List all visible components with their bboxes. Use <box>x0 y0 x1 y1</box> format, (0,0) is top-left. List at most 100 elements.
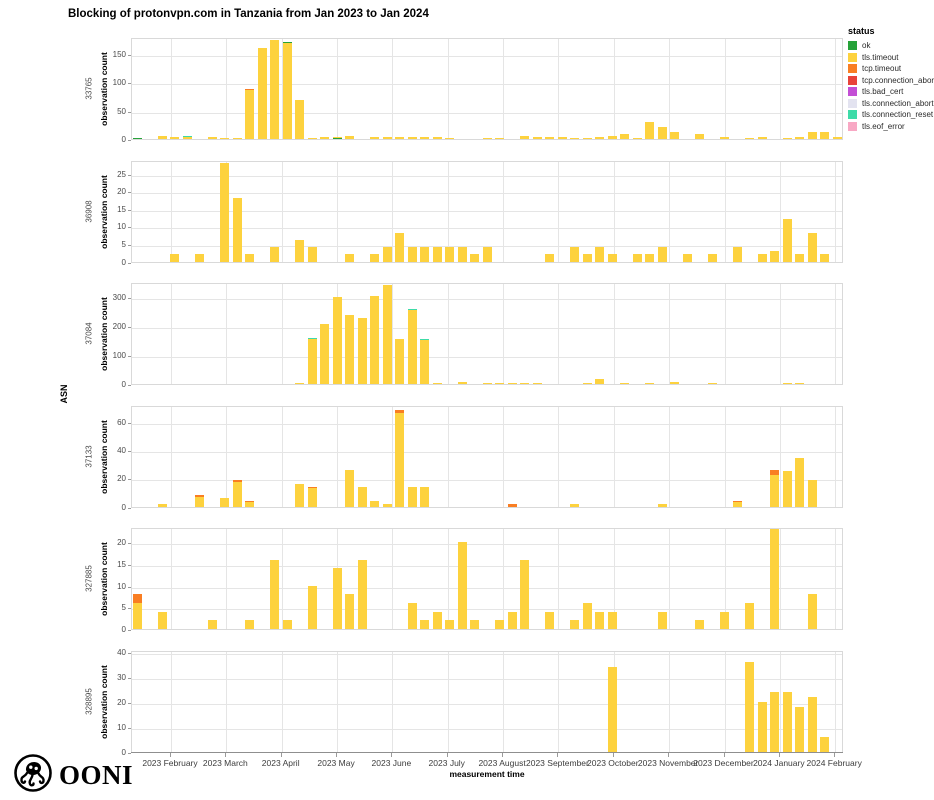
bar-segment[interactable] <box>307 488 317 507</box>
bar-segment[interactable] <box>457 247 467 262</box>
bar-segment[interactable] <box>657 126 667 139</box>
bar-segment[interactable] <box>570 620 579 629</box>
bar-segment[interactable] <box>332 136 342 138</box>
bar-segment[interactable] <box>332 568 342 629</box>
bar-segment[interactable] <box>245 88 254 90</box>
bar-segment[interactable] <box>582 254 592 262</box>
bar-segment[interactable] <box>532 136 542 139</box>
bar-segment[interactable] <box>307 585 317 629</box>
bar-segment[interactable] <box>595 137 604 139</box>
bar-segment[interactable] <box>732 247 742 262</box>
bar-segment[interactable] <box>670 132 679 139</box>
bar-segment[interactable] <box>782 382 792 384</box>
bar-segment[interactable] <box>307 337 317 339</box>
bar-segment[interactable] <box>507 382 517 384</box>
bar-segment[interactable] <box>832 136 842 139</box>
bar-segment[interactable] <box>370 296 379 384</box>
bar-segment[interactable] <box>757 701 767 752</box>
bar-segment[interactable] <box>382 136 392 139</box>
bar-segment[interactable] <box>695 620 704 629</box>
bar-segment[interactable] <box>820 254 829 262</box>
bar-segment[interactable] <box>720 136 729 139</box>
bar-segment[interactable] <box>382 284 392 384</box>
bar-segment[interactable] <box>707 254 717 262</box>
bar-segment[interactable] <box>645 383 654 384</box>
bar-segment[interactable] <box>745 137 754 139</box>
bar-segment[interactable] <box>745 661 754 752</box>
bar-segment[interactable] <box>670 382 679 384</box>
bar-segment[interactable] <box>407 486 417 507</box>
bar-segment[interactable] <box>495 137 504 139</box>
bar-segment[interactable] <box>257 48 267 139</box>
bar-segment[interactable] <box>607 666 617 752</box>
bar-segment[interactable] <box>407 310 417 384</box>
bar-segment[interactable] <box>545 611 554 629</box>
bar-segment[interactable] <box>607 136 617 139</box>
bar-segment[interactable] <box>807 696 817 752</box>
bar-segment[interactable] <box>820 131 829 139</box>
bar-segment[interactable] <box>295 100 304 139</box>
bar-segment[interactable] <box>245 502 254 507</box>
bar-segment[interactable] <box>557 137 567 139</box>
bar-segment[interactable] <box>445 247 454 262</box>
bar-segment[interactable] <box>782 219 792 262</box>
bar-segment[interactable] <box>170 136 179 139</box>
bar-segment[interactable] <box>770 529 779 629</box>
bar-segment[interactable] <box>270 39 279 139</box>
bar-segment[interactable] <box>632 137 642 139</box>
bar-segment[interactable] <box>170 254 179 262</box>
bar-segment[interactable] <box>770 469 779 476</box>
bar-segment[interactable] <box>470 254 479 262</box>
bar-segment[interactable] <box>282 42 292 139</box>
bar-segment[interactable] <box>307 486 317 489</box>
bar-segment[interactable] <box>582 137 592 139</box>
bar-segment[interactable] <box>382 247 392 262</box>
bar-segment[interactable] <box>157 503 167 507</box>
bar-segment[interactable] <box>420 136 429 139</box>
bar-segment[interactable] <box>420 486 429 507</box>
bar-segment[interactable] <box>495 382 504 384</box>
bar-segment[interactable] <box>132 602 142 629</box>
bar-segment[interactable] <box>657 611 667 629</box>
bar-segment[interactable] <box>270 559 279 629</box>
bar-segment[interactable] <box>332 296 342 384</box>
bar-segment[interactable] <box>282 620 292 629</box>
bar-segment[interactable] <box>520 382 529 384</box>
bar-segment[interactable] <box>657 247 667 262</box>
bar-segment[interactable] <box>207 620 217 629</box>
bar-segment[interactable] <box>582 382 592 384</box>
bar-segment[interactable] <box>157 611 167 629</box>
bar-segment[interactable] <box>132 594 142 603</box>
bar-segment[interactable] <box>420 620 429 629</box>
bar-segment[interactable] <box>357 559 367 629</box>
bar-segment[interactable] <box>382 503 392 507</box>
bar-segment[interactable] <box>682 254 692 262</box>
bar-segment[interactable] <box>357 486 367 507</box>
bar-segment[interactable] <box>295 240 304 262</box>
bar-segment[interactable] <box>232 482 242 507</box>
bar-segment[interactable] <box>595 378 604 384</box>
bar-segment[interactable] <box>420 339 429 384</box>
bar-segment[interactable] <box>395 410 404 413</box>
bar-segment[interactable] <box>420 338 429 340</box>
bar-segment[interactable] <box>195 495 204 497</box>
bar-segment[interactable] <box>795 383 804 384</box>
bar-segment[interactable] <box>357 317 367 384</box>
bar-segment[interactable] <box>757 254 767 262</box>
bar-segment[interactable] <box>545 254 554 262</box>
bar-segment[interactable] <box>482 137 492 139</box>
bar-segment[interactable] <box>457 382 467 384</box>
bar-segment[interactable] <box>770 250 779 262</box>
bar-segment[interactable] <box>407 602 417 629</box>
bar-segment[interactable] <box>807 233 817 262</box>
bar-segment[interactable] <box>245 620 254 629</box>
bar-segment[interactable] <box>795 137 804 139</box>
bar-segment[interactable] <box>432 247 442 262</box>
bar-segment[interactable] <box>432 382 442 384</box>
bar-segment[interactable] <box>195 496 204 507</box>
bar-segment[interactable] <box>495 620 504 629</box>
bar-segment[interactable] <box>245 500 254 503</box>
bar-segment[interactable] <box>220 137 229 139</box>
bar-segment[interactable] <box>307 247 317 262</box>
bar-segment[interactable] <box>795 706 804 752</box>
